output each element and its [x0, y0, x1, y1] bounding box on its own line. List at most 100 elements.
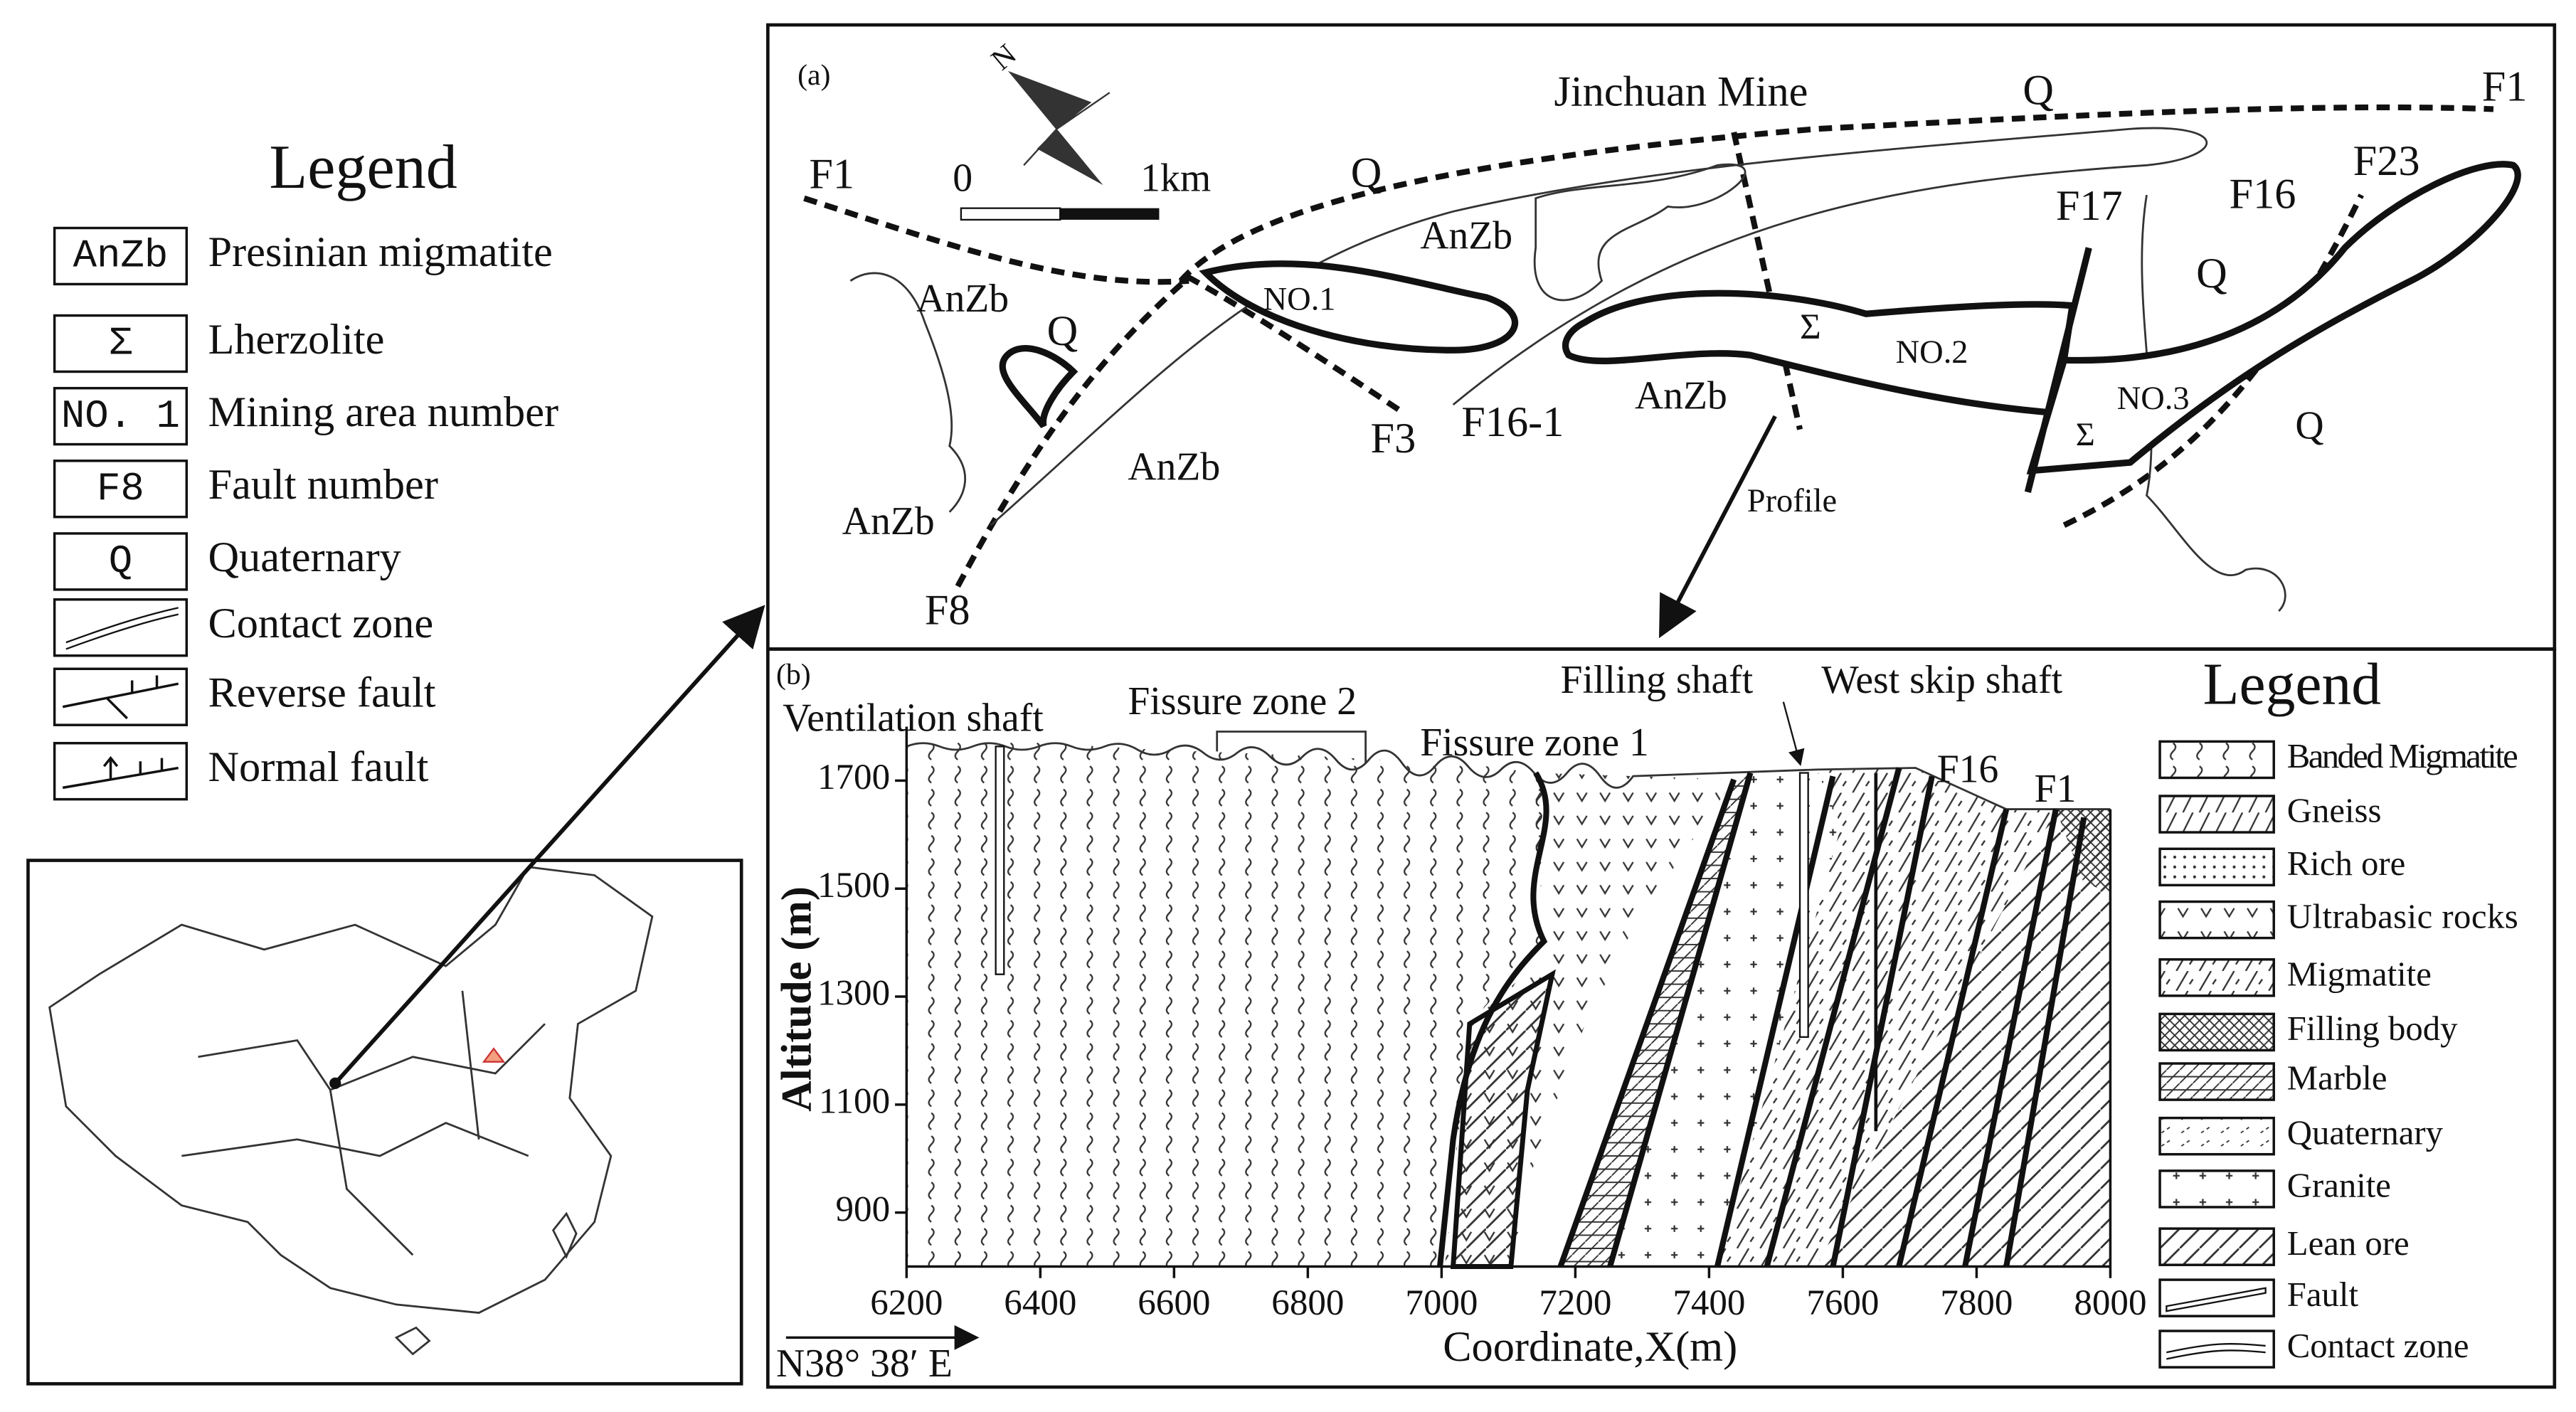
legend-label: Fault	[2287, 1275, 2359, 1314]
legend-label: Marble	[2287, 1059, 2387, 1098]
contact-zone	[849, 272, 967, 513]
x-tick-label: 7600	[1806, 1283, 1879, 1323]
marble-body	[1560, 773, 1751, 1267]
legend-box	[53, 314, 189, 373]
x-tick-label: 7800	[1940, 1283, 2013, 1323]
legend-box	[53, 598, 189, 657]
profile-label: Ventilation shaft	[783, 696, 1044, 740]
scale-bar	[1060, 208, 1160, 220]
x-axis-label: Coordinate,X(m)	[1443, 1323, 1737, 1371]
filling-body	[2055, 809, 2111, 892]
ore-body	[2024, 161, 2521, 494]
map-label: AnZb	[1635, 374, 1727, 418]
map-label: AnZb	[1128, 445, 1220, 489]
legend-swatch	[2158, 958, 2275, 997]
map-label: Q	[2295, 403, 2323, 447]
profile-panel: (b) Coordinate,X(m) Altitude (m) N38° 38…	[766, 647, 2557, 1389]
legend-label: Quaternary	[2287, 1113, 2444, 1152]
profile-line	[1731, 132, 1803, 430]
legend-label: Banded Migmatite	[2287, 737, 2518, 775]
profile-label: F1	[2035, 767, 2077, 811]
y-tick-label: 1700	[817, 757, 890, 797]
shaft-pointer	[1782, 701, 1805, 767]
legend-label: Filling body	[2287, 1009, 2458, 1048]
x-tick-label: 7000	[1405, 1283, 1478, 1323]
map-label: NO.1	[1263, 282, 1336, 318]
legend-icon	[62, 675, 179, 720]
legend-swatch	[2158, 1012, 2275, 1052]
legend-box	[53, 532, 189, 591]
ore-body	[1199, 260, 1519, 354]
legend-swatch	[2158, 900, 2275, 940]
map-label: F8	[925, 587, 970, 635]
contact-zone	[2141, 194, 2286, 612]
scale-bar	[960, 207, 1061, 221]
legend-title: Legend	[2203, 652, 2381, 718]
map-label: Q	[1351, 149, 1382, 196]
x-tick-label: 8000	[2074, 1283, 2146, 1323]
legend-icon	[2166, 1287, 2267, 1312]
legend-symbol: F8	[97, 467, 144, 511]
profile-label: Fissure zone 1	[1420, 721, 1649, 765]
legend-swatch	[2158, 1329, 2275, 1369]
legend-box	[53, 226, 189, 286]
legend-box	[53, 460, 189, 519]
profile-label: F16	[1937, 747, 1999, 791]
x-tick-label: 6400	[1004, 1283, 1076, 1323]
panel-label: (b)	[776, 658, 811, 691]
y-tick-label: 900	[836, 1189, 891, 1229]
x-tick-label: 6800	[1271, 1283, 1344, 1323]
legend-icon	[65, 607, 179, 650]
map-label: F16	[2230, 171, 2296, 218]
map-label: Q	[1047, 307, 1078, 355]
map-label: Profile	[1747, 483, 1837, 519]
right-legend: Legend Banded Migmatite Gneiss Rich ore Ult…	[2158, 652, 2518, 1369]
fissure-bracket	[1216, 731, 1367, 763]
coordinate-label: N38° 38′ E	[776, 1342, 953, 1386]
map-label: NO.3	[2117, 381, 2190, 417]
fault-line	[1557, 767, 2087, 1268]
legend-box	[53, 667, 189, 726]
map-title: Jinchuan Mine	[1554, 68, 1808, 116]
map-label: AnZb	[916, 277, 1009, 321]
legend-label: Fault number	[208, 461, 438, 509]
map-label: AnZb	[842, 499, 935, 543]
legend-box	[53, 741, 189, 801]
map-label: F17	[2056, 182, 2123, 230]
inset-frame	[26, 859, 743, 1386]
legend-label: Quaternary	[208, 534, 401, 581]
contact-zone	[1533, 163, 1747, 302]
profile-frame	[766, 647, 2557, 1389]
legend-label: Lean ore	[2287, 1224, 2410, 1263]
legend-swatch	[2158, 740, 2275, 780]
x-tick-label: 7200	[1539, 1283, 1611, 1323]
map-panel: (a) Jinchuan Mine N 0 1km F1 Q AnZb NO.1 F3 F…	[766, 23, 2557, 651]
map-label: F16-1	[1461, 398, 1564, 446]
location-arrow	[334, 605, 765, 1085]
china-outline	[48, 866, 654, 1356]
legend-swatch	[2158, 847, 2275, 887]
granite-body	[1610, 769, 1842, 1267]
legend-icon	[2166, 1343, 2266, 1360]
fault-f8-f3	[955, 274, 1406, 588]
legend-symbol: Σ	[109, 322, 132, 366]
profile-label: Fissure zone 2	[1128, 679, 1357, 723]
scale-label: 0	[953, 156, 972, 200]
legend-title: Legend	[269, 132, 457, 202]
profile-arrow	[1659, 415, 1777, 639]
x-tick-label: 6600	[1138, 1283, 1210, 1323]
y-tick-label: 1300	[817, 973, 890, 1014]
legend-icon	[62, 755, 179, 790]
legend-symbol: Q	[109, 539, 132, 584]
lean-ore-body	[1816, 809, 2111, 1267]
map-label: Q	[2023, 66, 2054, 114]
map-label: NO.2	[1896, 334, 1968, 371]
legend-swatch	[2158, 1278, 2275, 1317]
legend-label: Granite	[2287, 1167, 2391, 1205]
map-label: AnZb	[1420, 214, 1512, 258]
legend-label: Migmatite	[2287, 955, 2432, 994]
legend-box	[53, 386, 189, 446]
legend-label: Normal fault	[208, 743, 428, 791]
legend-symbol: NO. 1	[61, 394, 180, 439]
